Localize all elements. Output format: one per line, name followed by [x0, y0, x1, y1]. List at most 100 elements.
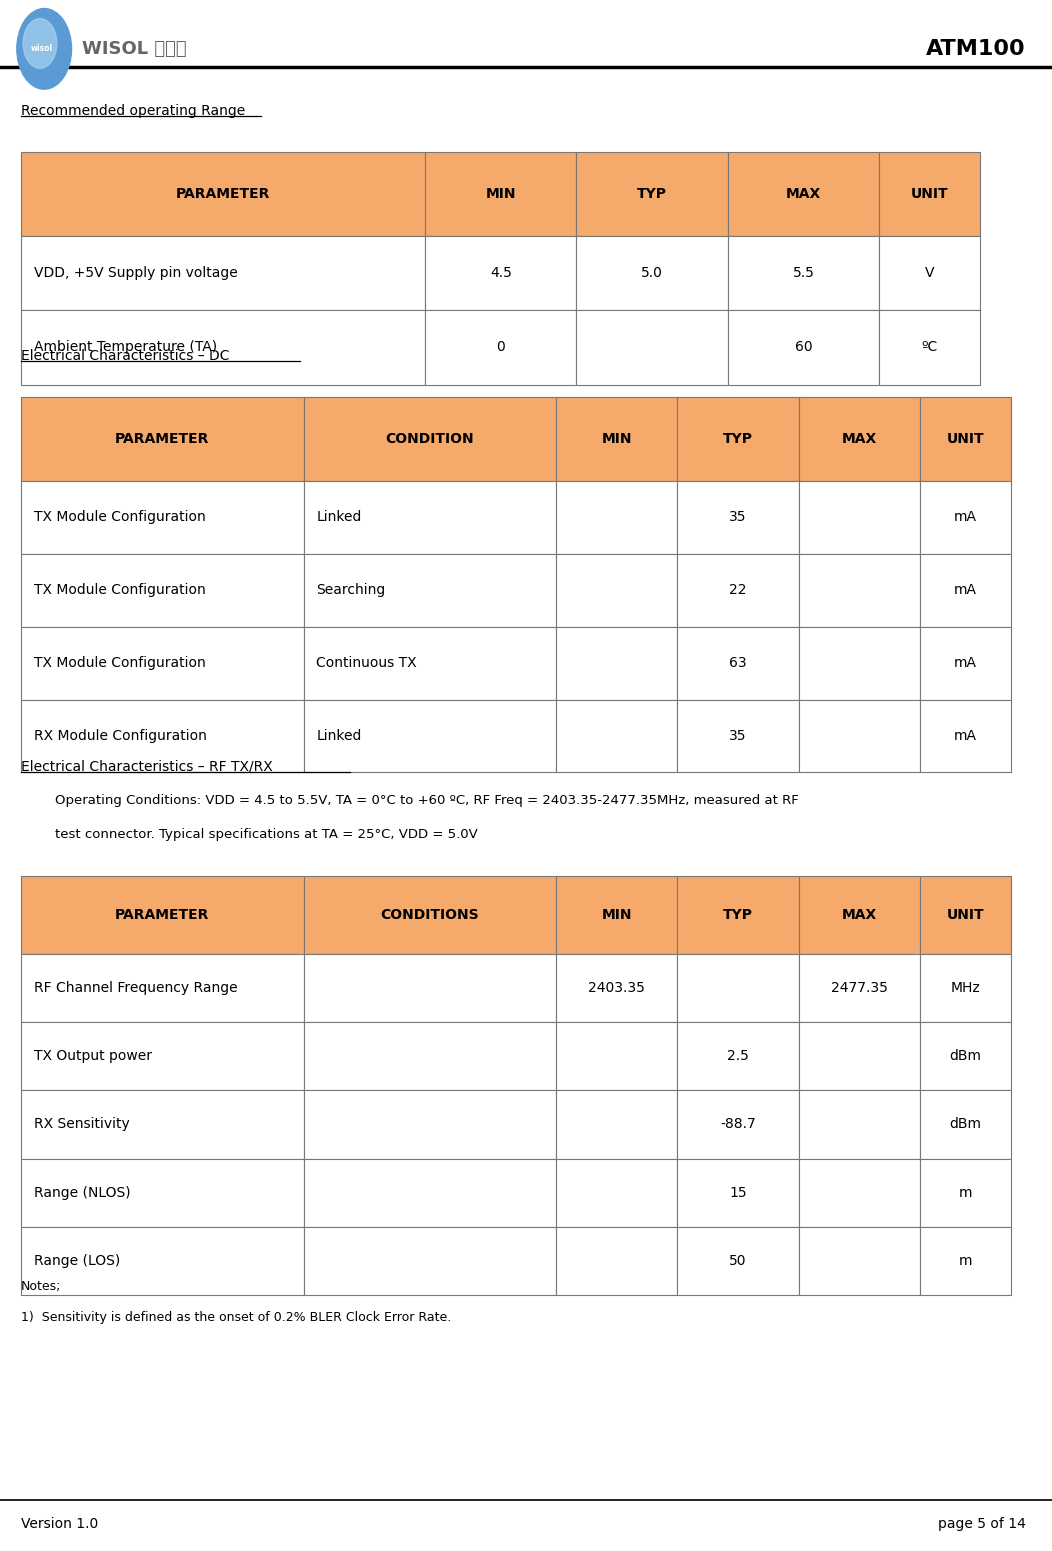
Bar	[919, 1227, 1011, 1295]
Text: m: m	[958, 1185, 972, 1200]
Bar	[798, 627, 919, 700]
Bar	[557, 1090, 677, 1159]
Text: 4.5: 4.5	[490, 265, 511, 281]
Bar	[677, 397, 798, 481]
Bar	[21, 1090, 304, 1159]
Text: Linked: Linked	[317, 510, 362, 524]
Circle shape	[17, 8, 72, 88]
Text: UNIT: UNIT	[947, 907, 984, 923]
Text: dBm: dBm	[949, 1117, 982, 1132]
Text: MIN: MIN	[602, 431, 632, 447]
Text: CONDITIONS: CONDITIONS	[381, 907, 480, 923]
Bar	[557, 397, 677, 481]
Text: TX Module Configuration: TX Module Configuration	[34, 656, 205, 670]
Bar	[557, 1159, 677, 1227]
Text: TYP: TYP	[723, 907, 753, 923]
Text: RX Module Configuration: RX Module Configuration	[34, 729, 206, 743]
Text: UNIT: UNIT	[947, 431, 984, 447]
Text: ºC: ºC	[922, 340, 938, 355]
Bar	[919, 627, 1011, 700]
Text: PARAMETER: PARAMETER	[176, 186, 270, 202]
Bar	[304, 700, 557, 772]
Text: Electrical Characteristics – DC: Electrical Characteristics – DC	[21, 349, 229, 363]
Text: Recommended operating Range: Recommended operating Range	[21, 104, 245, 118]
Bar	[21, 481, 304, 554]
Text: Electrical Characteristics – RF TX/RX: Electrical Characteristics – RF TX/RX	[21, 760, 272, 774]
Bar	[304, 397, 557, 481]
Text: PARAMETER: PARAMETER	[116, 431, 209, 447]
Text: 2477.35: 2477.35	[831, 980, 888, 996]
Text: page 5 of 14: page 5 of 14	[937, 1517, 1026, 1531]
Text: MAX: MAX	[842, 431, 877, 447]
Bar	[728, 236, 879, 310]
Bar	[879, 236, 980, 310]
Text: Continuous TX: Continuous TX	[317, 656, 417, 670]
Text: mA: mA	[954, 729, 977, 743]
Bar	[21, 1159, 304, 1227]
Bar	[21, 876, 304, 954]
Text: 35: 35	[729, 510, 747, 524]
Text: PARAMETER: PARAMETER	[116, 907, 209, 923]
Text: m: m	[958, 1253, 972, 1269]
Bar	[919, 1090, 1011, 1159]
Text: mA: mA	[954, 656, 977, 670]
Bar	[677, 700, 798, 772]
Text: Notes;: Notes;	[21, 1280, 61, 1292]
Text: CONDITION: CONDITION	[386, 431, 474, 447]
Bar	[728, 310, 879, 385]
Bar	[677, 1227, 798, 1295]
Bar	[919, 481, 1011, 554]
Text: mA: mA	[954, 583, 977, 597]
Text: MAX: MAX	[842, 907, 877, 923]
Bar	[304, 627, 557, 700]
Bar	[728, 152, 879, 236]
Text: test connector. Typical specifications at TA = 25°C, VDD = 5.0V: test connector. Typical specifications a…	[55, 828, 478, 841]
Text: MHz: MHz	[950, 980, 980, 996]
Bar	[798, 1227, 919, 1295]
Bar	[21, 152, 425, 236]
Bar	[21, 954, 304, 1022]
Bar	[919, 397, 1011, 481]
Bar	[677, 1159, 798, 1227]
Text: Range (LOS): Range (LOS)	[34, 1253, 120, 1269]
Bar	[21, 1022, 304, 1090]
Bar	[557, 627, 677, 700]
Bar	[919, 876, 1011, 954]
Text: TX Module Configuration: TX Module Configuration	[34, 510, 205, 524]
Bar	[798, 1159, 919, 1227]
Text: MAX: MAX	[786, 186, 822, 202]
Bar	[304, 876, 557, 954]
Bar	[425, 236, 576, 310]
Bar	[304, 954, 557, 1022]
Text: 5.0: 5.0	[642, 265, 663, 281]
Text: WISOL 와이솔: WISOL 와이솔	[82, 40, 186, 57]
Bar	[798, 1022, 919, 1090]
Bar	[798, 1090, 919, 1159]
Text: 0: 0	[497, 340, 505, 355]
Text: MIN: MIN	[486, 186, 515, 202]
Text: V: V	[925, 265, 935, 281]
Bar	[425, 152, 576, 236]
Bar	[21, 627, 304, 700]
Bar	[21, 700, 304, 772]
Text: 1)  Sensitivity is defined as the onset of 0.2% BLER Clock Error Rate.: 1) Sensitivity is defined as the onset o…	[21, 1311, 451, 1323]
Bar	[798, 397, 919, 481]
Bar	[557, 1022, 677, 1090]
Bar	[557, 1227, 677, 1295]
Bar	[21, 397, 304, 481]
Text: Version 1.0: Version 1.0	[21, 1517, 98, 1531]
Text: Searching: Searching	[317, 583, 386, 597]
Text: VDD, +5V Supply pin voltage: VDD, +5V Supply pin voltage	[34, 265, 238, 281]
Bar	[557, 954, 677, 1022]
Text: TX Output power: TX Output power	[34, 1048, 151, 1064]
Bar	[557, 481, 677, 554]
Circle shape	[23, 19, 57, 68]
Bar	[304, 554, 557, 627]
Text: 22: 22	[729, 583, 747, 597]
Bar	[677, 876, 798, 954]
Text: TYP: TYP	[723, 431, 753, 447]
Text: wisol: wisol	[31, 45, 54, 53]
Text: 2.5: 2.5	[727, 1048, 749, 1064]
Bar	[576, 152, 728, 236]
Bar	[21, 554, 304, 627]
